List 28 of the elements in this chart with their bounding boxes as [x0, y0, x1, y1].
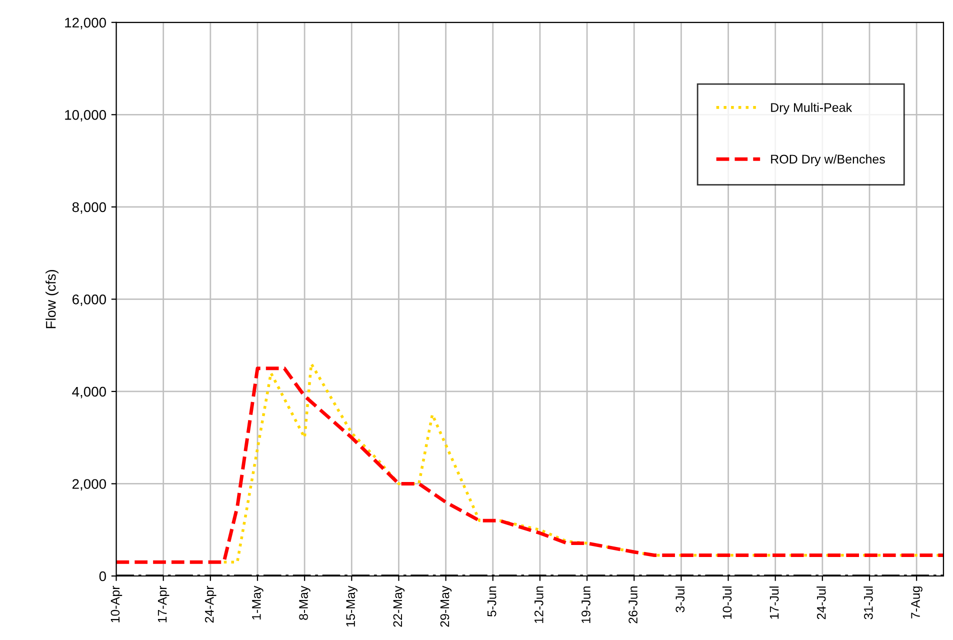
x-tick-label: 24-Apr — [204, 586, 216, 623]
x-tick-label: 26-Jun — [628, 586, 638, 624]
x-tick-label: 17-Apr — [158, 586, 170, 622]
x-tick-label: 24-Jul — [816, 586, 826, 620]
legend-label: ROD Dry w/Benches — [771, 154, 885, 166]
y-tick-label: 0 — [99, 571, 106, 582]
legend-label: Dry Multi-Peak — [771, 102, 852, 114]
x-tick-label: 31-Jul — [864, 586, 873, 620]
x-tick-label: 10-Jul — [722, 586, 732, 619]
x-tick-label: 10-Apr — [110, 586, 122, 622]
x-tick-label: 8-May — [299, 586, 310, 620]
x-tick-label: 15-May — [346, 586, 358, 626]
x-tick-label: 12-Jun — [534, 586, 544, 623]
x-tick-label: 1-May — [252, 586, 264, 620]
x-tick-label: 22-May — [393, 586, 405, 627]
y-tick-label: 10,000 — [65, 110, 106, 122]
y-tick-label: 12,000 — [65, 18, 106, 30]
y-tick-label: 8,000 — [72, 202, 106, 214]
x-tick-label: 19-Jun — [582, 586, 590, 623]
x-tick-label: 17-Jul — [770, 586, 779, 619]
y-tick-label: 6,000 — [72, 294, 106, 306]
x-tick-label: 29-May — [440, 586, 452, 627]
x-tick-label: 3-Jul — [675, 586, 685, 612]
y-tick-label: 4,000 — [72, 386, 106, 398]
x-tick-label: 7-Aug — [911, 586, 922, 618]
y-tick-label: 2,000 — [72, 479, 106, 491]
x-tick-label: 5-Jun — [488, 586, 496, 616]
y-axis-title: Flow (cfs) — [46, 270, 59, 328]
